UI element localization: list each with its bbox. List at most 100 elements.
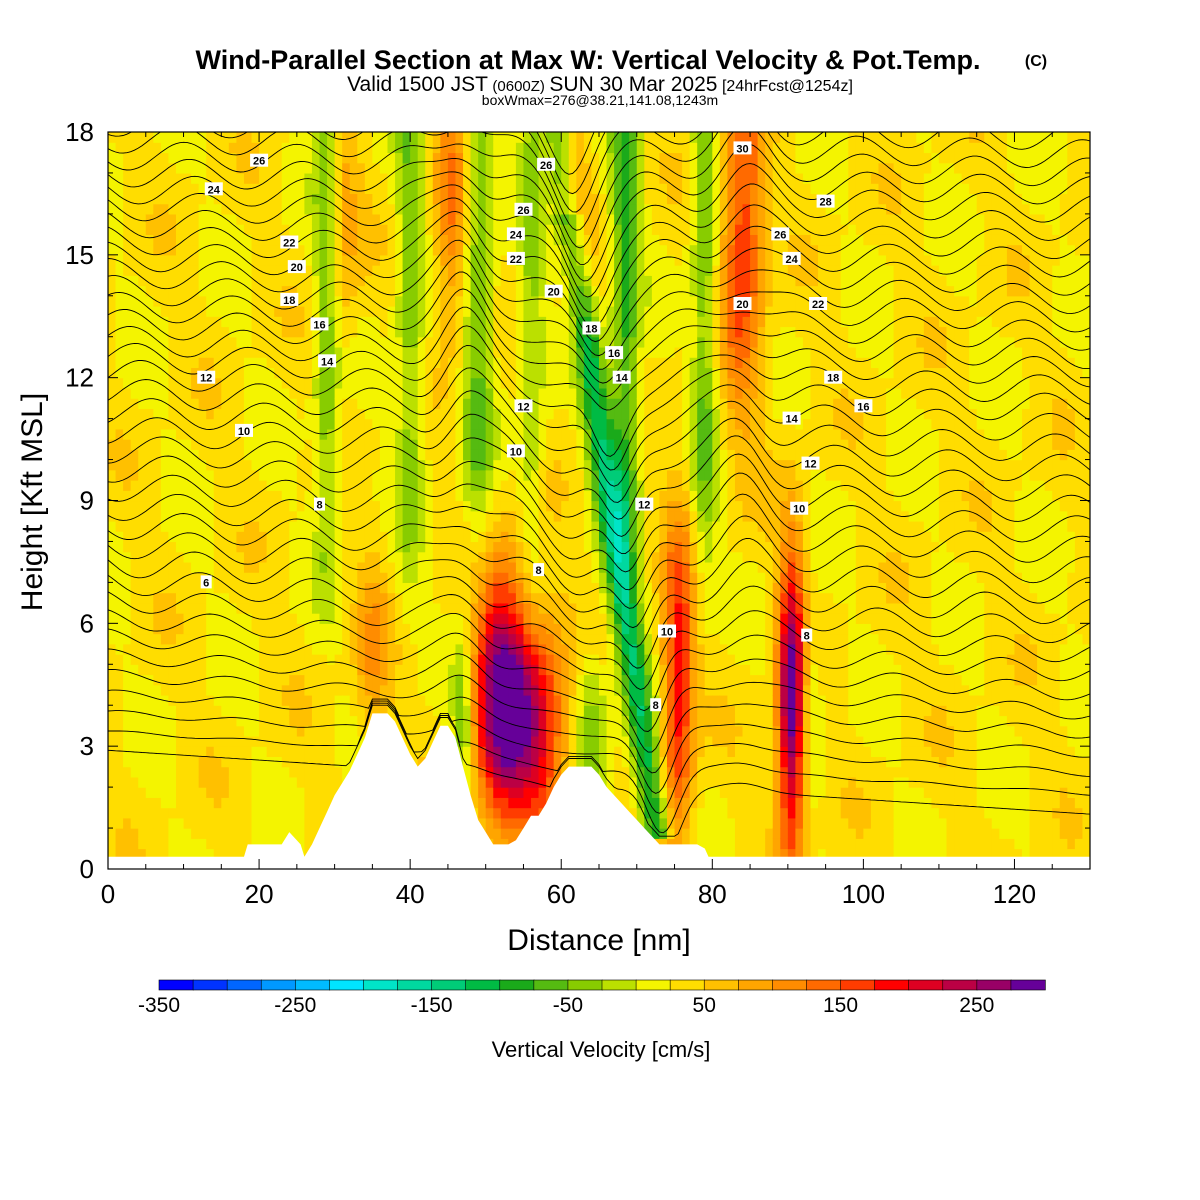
w-cell bbox=[410, 152, 419, 164]
w-cell bbox=[274, 838, 283, 850]
w-cell bbox=[410, 694, 419, 706]
w-cell bbox=[432, 500, 441, 512]
w-cell bbox=[168, 541, 177, 553]
w-cell bbox=[485, 439, 494, 450]
w-cell bbox=[145, 838, 154, 850]
w-cell bbox=[183, 572, 192, 583]
w-cell bbox=[387, 275, 396, 287]
w-cell bbox=[168, 172, 177, 184]
w-cell bbox=[546, 439, 555, 450]
w-cell bbox=[108, 674, 117, 686]
w-cell bbox=[561, 265, 570, 276]
w-cell bbox=[281, 459, 290, 471]
w-cell bbox=[145, 776, 154, 788]
w-cell bbox=[243, 285, 253, 297]
w-cell bbox=[274, 244, 283, 256]
w-cell bbox=[115, 756, 124, 768]
w-cell bbox=[606, 705, 615, 717]
w-cell bbox=[508, 776, 517, 788]
w-cell bbox=[198, 787, 207, 798]
w-cell bbox=[191, 674, 200, 686]
w-cell bbox=[334, 193, 343, 205]
w-cell bbox=[553, 408, 562, 420]
w-cell bbox=[243, 664, 253, 676]
w-cell bbox=[160, 449, 170, 461]
w-cell bbox=[614, 387, 623, 399]
w-cell bbox=[251, 367, 260, 379]
w-cell bbox=[523, 715, 532, 727]
w-cell bbox=[606, 725, 615, 737]
w-cell bbox=[478, 500, 487, 512]
w-cell bbox=[266, 449, 275, 461]
w-cell bbox=[138, 633, 147, 645]
w-cell bbox=[485, 551, 494, 563]
w-cell bbox=[621, 275, 630, 287]
w-cell bbox=[281, 183, 290, 195]
w-cell bbox=[138, 705, 147, 717]
w-cell bbox=[553, 439, 562, 450]
w-cell bbox=[243, 316, 253, 328]
w-cell bbox=[576, 193, 585, 205]
w-cell bbox=[395, 142, 404, 154]
w-cell bbox=[266, 500, 275, 512]
w-cell bbox=[115, 193, 124, 205]
w-cell bbox=[500, 172, 509, 184]
w-cell bbox=[349, 531, 358, 543]
w-cell bbox=[236, 449, 245, 461]
w-cell bbox=[478, 643, 487, 655]
w-cell bbox=[485, 520, 494, 532]
w-cell bbox=[334, 602, 343, 614]
w-cell bbox=[130, 797, 139, 809]
w-cell bbox=[236, 275, 245, 287]
w-cell bbox=[553, 132, 562, 143]
w-cell bbox=[357, 551, 366, 563]
w-cell bbox=[357, 633, 366, 645]
w-cell bbox=[289, 213, 298, 225]
w-cell bbox=[160, 132, 170, 143]
w-cell bbox=[440, 213, 449, 225]
w-cell bbox=[342, 510, 351, 522]
w-cell bbox=[251, 387, 260, 399]
w-cell bbox=[236, 469, 245, 481]
w-cell bbox=[591, 756, 600, 768]
w-cell bbox=[515, 725, 525, 737]
w-cell bbox=[138, 203, 147, 215]
w-cell bbox=[372, 510, 381, 522]
w-cell bbox=[123, 684, 132, 696]
w-cell bbox=[364, 520, 373, 532]
w-cell bbox=[266, 428, 275, 440]
w-cell bbox=[583, 643, 593, 655]
w-cell bbox=[568, 336, 577, 348]
w-cell bbox=[357, 295, 366, 307]
w-cell bbox=[531, 265, 540, 276]
w-cell bbox=[485, 428, 494, 440]
w-cell bbox=[470, 654, 479, 665]
w-cell bbox=[175, 439, 185, 450]
w-cell bbox=[213, 715, 222, 727]
w-cell bbox=[470, 316, 479, 328]
w-cell bbox=[289, 183, 298, 195]
w-cell bbox=[349, 756, 358, 768]
w-cell bbox=[123, 756, 132, 768]
w-cell bbox=[523, 541, 532, 553]
w-cell bbox=[447, 582, 457, 594]
w-cell bbox=[160, 295, 170, 307]
w-cell bbox=[463, 684, 472, 696]
w-cell bbox=[198, 142, 207, 154]
w-cell bbox=[523, 469, 532, 481]
w-cell bbox=[591, 480, 600, 491]
w-cell bbox=[259, 285, 268, 297]
w-cell bbox=[614, 531, 623, 543]
w-cell bbox=[515, 735, 525, 747]
w-cell bbox=[614, 183, 623, 195]
w-cell bbox=[168, 398, 177, 409]
w-cell bbox=[259, 510, 268, 522]
w-cell bbox=[168, 285, 177, 297]
w-cell bbox=[153, 469, 162, 481]
w-cell bbox=[553, 500, 562, 512]
w-cell bbox=[553, 602, 562, 614]
w-cell bbox=[485, 132, 494, 143]
w-cell bbox=[455, 336, 464, 348]
w-cell bbox=[410, 132, 419, 143]
w-cell bbox=[417, 316, 426, 328]
